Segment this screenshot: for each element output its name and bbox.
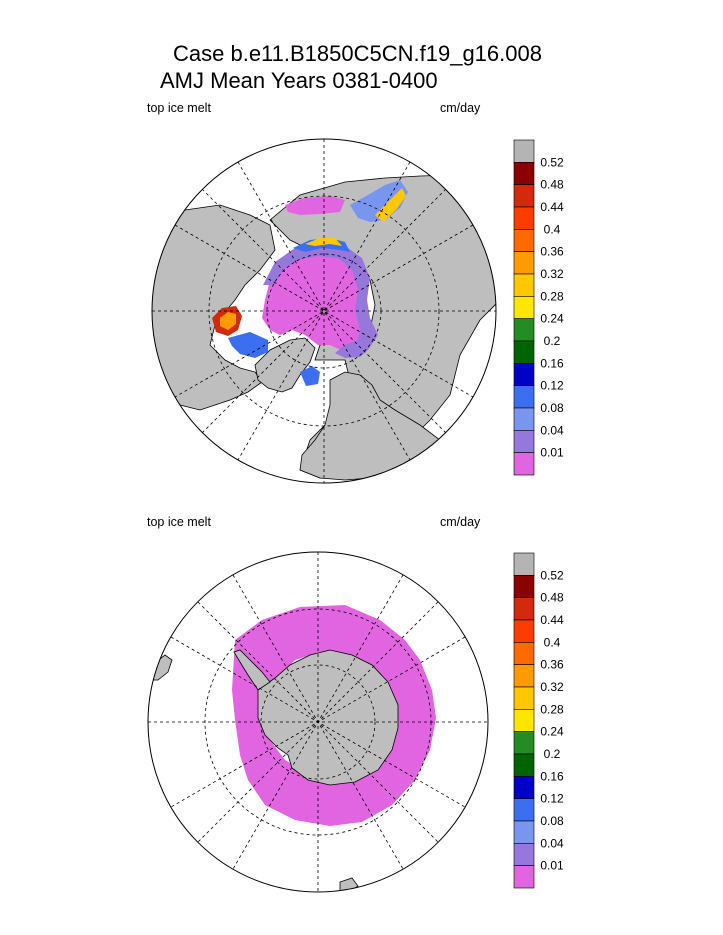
south-colorbar-label-12: 0.04 <box>540 836 564 850</box>
south-colorbar-box-9 <box>513 753 535 777</box>
north-ice-melt-band <box>263 243 378 358</box>
north-barents-edge <box>375 188 406 222</box>
north-colorbar-box-10 <box>513 363 535 386</box>
north-colorbar-box-3 <box>513 206 535 230</box>
north-colorbar-label-12: 0.04 <box>540 423 564 437</box>
south-colorbar-label-11: 0.08 <box>540 814 564 828</box>
south-colorbar-box-2 <box>513 597 535 621</box>
south-colorbar-box-0 <box>513 552 535 576</box>
north-colorbar-label-10: 0.12 <box>540 379 564 393</box>
south-colorbar-box-1 <box>513 575 535 598</box>
south-colorbar-box-7 <box>513 709 535 732</box>
north-colorbar-box-2 <box>513 184 535 208</box>
north-colorbar-box-1 <box>513 162 535 185</box>
land-antarctica <box>257 649 399 786</box>
south-polar-map <box>147 551 489 893</box>
south-colorbar-label-10: 0.12 <box>540 792 564 806</box>
south-colorbar-label-6: 0.28 <box>540 702 564 716</box>
north-colorbar-box-12 <box>513 407 535 431</box>
north-colorbar-label-6: 0.28 <box>540 289 564 303</box>
north-colorbar-label-1: 0.48 <box>540 178 564 192</box>
south-colorbar-box-13 <box>513 843 535 866</box>
south-left-label: top ice melt <box>147 515 211 529</box>
land-greenland <box>254 337 316 393</box>
north-colorbar-box-11 <box>513 385 535 409</box>
north-hudson-bay-melt-inner <box>220 312 236 330</box>
south-colorbar-label-1: 0.48 <box>540 591 564 605</box>
north-colorbar-label-2: 0.44 <box>540 200 564 214</box>
north-colorbar-label-9: 0.16 <box>540 356 564 370</box>
land-antarctic-peninsula <box>233 649 271 691</box>
north-baffin-melt <box>228 332 268 358</box>
north-graticule <box>152 139 496 483</box>
south-colorbar-label-7: 0.24 <box>540 725 564 739</box>
south-colorbar-label-3: 0.4 <box>544 635 561 649</box>
south-colorbar: 0.52 0.48 0.44 0.4 0.36 0.32 0.28 0.24 0.2 0.16 0.… <box>513 552 564 889</box>
north-colorbar-label-11: 0.08 <box>540 401 564 415</box>
north-colorbar-box-4 <box>513 229 535 252</box>
south-colorbar-box-11 <box>513 798 535 822</box>
south-colorbar-box-8 <box>513 731 535 755</box>
south-colorbar-label-4: 0.36 <box>540 658 564 672</box>
south-ice-melt-ring <box>232 605 436 826</box>
north-colorbar-label-8: 0.2 <box>544 334 561 348</box>
north-colorbar-label-4: 0.36 <box>540 245 564 259</box>
north-colorbar-box-9 <box>513 340 535 364</box>
north-colorbar-label-13: 0.01 <box>540 446 564 460</box>
south-graticule <box>148 552 488 892</box>
south-colorbar-label-2: 0.44 <box>540 613 564 627</box>
north-ice-melt-edge-hot <box>305 238 342 246</box>
north-baltic-melt <box>300 366 320 386</box>
south-colorbar-label-13: 0.01 <box>540 859 564 873</box>
north-colorbar-box-0 <box>513 139 535 163</box>
south-colorbar-box-14 <box>513 865 535 889</box>
north-colorbar-label-3: 0.4 <box>544 222 561 236</box>
north-left-label: top ice melt <box>147 101 211 115</box>
north-colorbar-box-7 <box>513 296 535 319</box>
south-colorbar-box-4 <box>513 642 535 665</box>
north-colorbar-label-7: 0.24 <box>540 312 564 326</box>
plot-title-line2: AMJ Mean Years 0381-0400 <box>160 68 438 93</box>
north-ice-melt-arctic <box>262 250 372 352</box>
south-colorbar-box-6 <box>513 686 535 710</box>
north-okhotsk-melt <box>285 196 345 215</box>
south-units-label: cm/day <box>440 515 481 529</box>
north-colorbar-box-8 <box>513 318 535 342</box>
north-colorbar: 0.52 0.48 0.44 0.4 0.36 0.32 0.28 0.24 0.2 0.16 0.… <box>513 139 564 476</box>
north-colorbar-label-5: 0.32 <box>540 267 564 281</box>
north-colorbar-label-0: 0.52 <box>540 155 564 169</box>
north-colorbar-box-13 <box>513 430 535 453</box>
plot-title-line1: Case b.e11.B1850C5CN.f19_g16.008 <box>173 41 542 66</box>
south-colorbar-box-12 <box>513 820 535 844</box>
north-colorbar-box-5 <box>513 251 535 275</box>
south-colorbar-box-5 <box>513 664 535 688</box>
north-colorbar-box-14 <box>513 452 535 476</box>
south-colorbar-label-8: 0.2 <box>544 747 561 761</box>
south-colorbar-label-9: 0.16 <box>540 769 564 783</box>
south-colorbar-box-10 <box>513 776 535 799</box>
south-colorbar-label-0: 0.52 <box>540 568 564 582</box>
south-colorbar-box-3 <box>513 619 535 643</box>
north-units-label: cm/day <box>440 101 481 115</box>
south-colorbar-label-5: 0.32 <box>540 680 564 694</box>
north-polar-map <box>151 138 497 484</box>
north-colorbar-box-6 <box>513 273 535 297</box>
